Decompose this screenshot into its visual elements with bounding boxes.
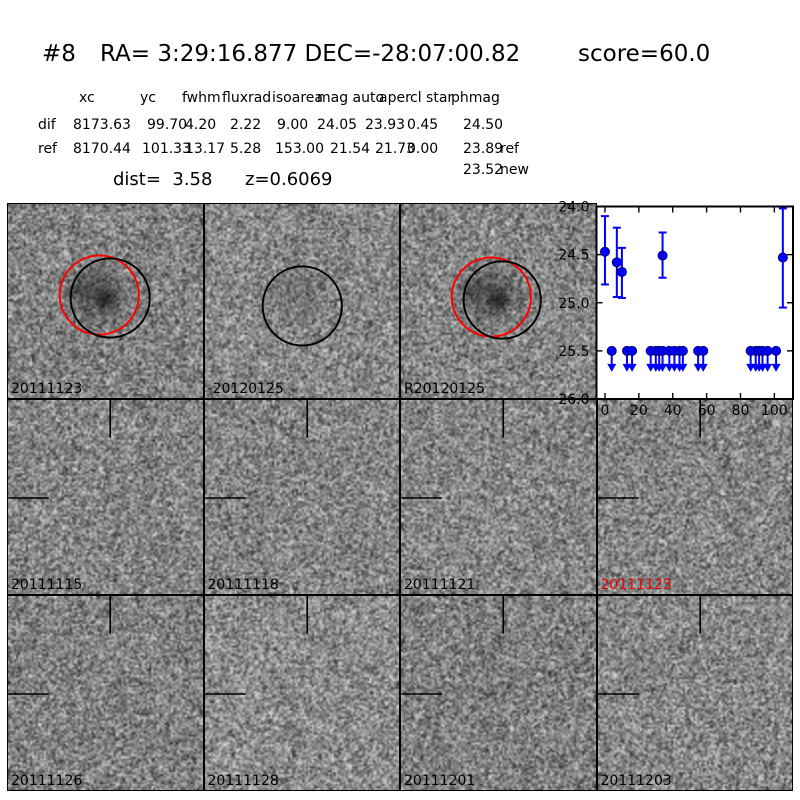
table-cell: 101.33 [142,141,191,157]
table-cell: 23.52 [463,162,504,178]
cutout-date-label: 20111203 [600,773,672,789]
cutout-overlay [597,596,701,695]
table-column-header: mag auto [317,90,385,106]
table-column-header: fluxrad [222,90,272,106]
cutout-cell: 20111203 [596,595,793,791]
black-aperture-circle [462,260,542,340]
candidate-number: #8 [42,41,76,67]
cutout-image [204,596,399,790]
cutout-cell: 20111115 [7,399,204,595]
table-cell-suffix: new [500,162,529,178]
cutout-cell: 20111118 [203,399,400,595]
table-cell: 21.73 [375,141,416,157]
cutout-image [8,596,203,790]
table-cell: 8170.44 [73,141,131,157]
table-cell: 4.20 [185,117,217,133]
cutout-image [204,204,399,398]
lightcurve-cell [596,203,793,399]
table-row-label: dif [38,117,56,133]
cutout-image [8,204,203,398]
table-column-header: aper [379,90,411,106]
red-aperture-circle [58,254,140,336]
cutout-overlay [204,400,308,499]
cutout-date-label: 20111121 [404,577,476,593]
table-cell: 23.89 [463,141,504,157]
cutout-date-label: -20120125 [207,381,284,397]
black-aperture-circle [261,265,343,347]
cutout-overlay [58,254,151,339]
candidate-coordinates: RA= 3:29:16.877 DEC=-28:07:00.82 [100,41,521,67]
cutout-date-label: 20111201 [404,773,476,789]
table-cell: 0.00 [407,141,439,157]
cutout-date-label: 20111128 [207,773,279,789]
cutout-cell: 20111121 [400,399,597,595]
cutout-overlay [401,400,504,499]
cutout-overlay [450,256,542,340]
table-cell: 24.05 [317,117,358,133]
cutout-grid: 20111123 -20120125 R20120125 20111115 201111… [7,203,793,791]
table-column-header: phmag [451,90,500,106]
table-cell: 24.50 [463,117,504,133]
cutout-cell: -20120125 [203,203,400,399]
table-cell: 153.00 [275,141,324,157]
table-column-header: cl star [410,90,454,106]
table-cell: 23.93 [365,117,406,133]
cutout-cell: 20111126 [7,595,204,791]
table-column-header: xc [79,90,95,106]
cutout-date-label: 20111123 [11,381,83,397]
cutout-image [401,400,596,594]
cutout-overlay [204,596,308,695]
cutout-cell: R20120125 [400,203,597,399]
cutout-image [597,400,792,594]
cutout-cell: 20111201 [400,595,597,791]
cutout-image [401,204,596,398]
cutout-overlay [597,400,701,499]
cutout-image [8,400,203,594]
cutout-overlay [401,596,504,695]
table-column-header: isoarea [272,90,323,106]
table-row-label: ref [38,141,57,157]
table-column-header: fwhm [182,90,221,106]
table-cell: 21.54 [330,141,371,157]
table-cell: 9.00 [277,117,309,133]
candidate-score: score=60.0 [578,41,711,67]
table-cell: 2.22 [230,117,262,133]
cutout-image [597,596,792,790]
cutout-cell: 20111128 [203,595,400,791]
table-cell: 99.70 [147,117,188,133]
cutout-date-label: 20111115 [11,577,83,593]
cutout-overlay [8,400,111,499]
dist-value: dist= 3.58 [113,169,213,190]
table-cell: 0.45 [407,117,439,133]
black-aperture-circle [69,257,151,339]
cutout-cell: 20111123 [7,203,204,399]
cutout-date-label: R20120125 [404,381,485,397]
table-cell: 5.28 [230,141,262,157]
table-cell: 8173.63 [73,117,131,133]
table-cell: 13.17 [185,141,226,157]
cutout-cell: 20111123 [596,399,793,595]
cutout-image [401,596,596,790]
cutout-date-label: 20111126 [11,773,83,789]
cutout-date-label: 20111118 [207,577,279,593]
table-cell-suffix: ref [500,141,519,157]
cutout-overlay [261,265,343,347]
table-column-header: yc [140,90,156,106]
cutout-image [204,400,399,594]
cutout-overlay [8,596,111,695]
cutout-date-label: 20111123 [600,577,672,593]
redshift-value: z=0.6069 [245,169,333,190]
